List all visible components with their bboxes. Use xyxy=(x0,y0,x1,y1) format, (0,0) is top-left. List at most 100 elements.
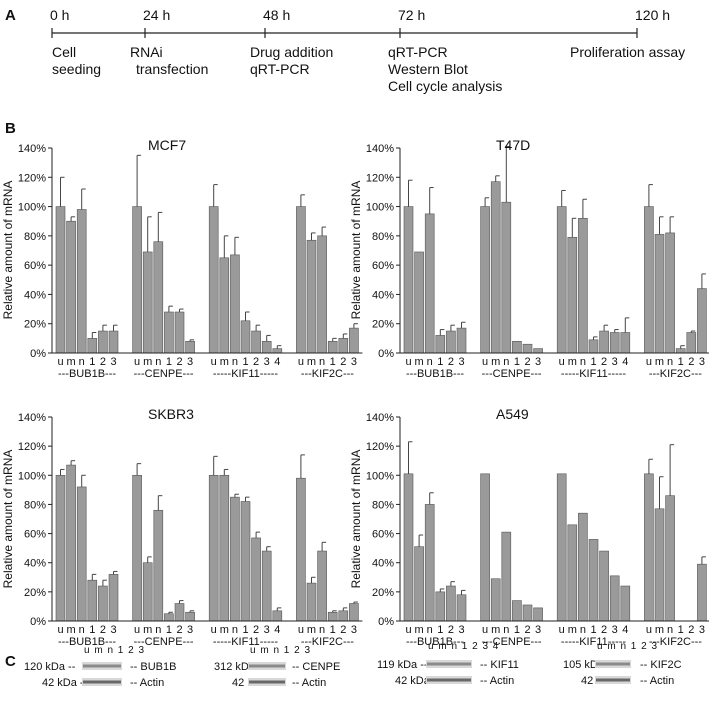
bar xyxy=(87,579,98,622)
bar-label: 2 xyxy=(601,624,607,636)
bar xyxy=(446,330,456,354)
chart-t47d: 0% 20% 40% 60% 80% 100% 120% 140% Relative amoun… xyxy=(349,137,709,380)
bar-label: u xyxy=(298,624,304,636)
bar-label: n xyxy=(155,624,161,636)
y-tick-label: 80% xyxy=(372,499,394,511)
bar xyxy=(55,474,66,622)
group-label: ---KIF2C--- xyxy=(649,636,702,648)
bar xyxy=(456,594,467,622)
bar-label: n xyxy=(667,624,673,636)
bar-label: m xyxy=(655,624,664,636)
bar xyxy=(132,474,142,622)
target-kda: 120 kDa -- xyxy=(24,661,76,673)
y-tick-label: 20% xyxy=(372,587,394,599)
bar xyxy=(66,464,76,622)
bar-label: 3 xyxy=(264,624,270,636)
bar xyxy=(697,563,707,622)
bar-label: 2 xyxy=(253,356,259,368)
blot-bub1b: u m n 1 2 3 120 kDa -- 42 kDa -- -- BUB1B --… xyxy=(24,645,176,689)
bar-label: u xyxy=(57,624,63,636)
group-label: ---BUB1B--- xyxy=(58,368,116,380)
bar xyxy=(108,574,119,622)
actin-kda: 42 kDa -- xyxy=(42,677,88,689)
bar xyxy=(620,585,631,622)
bar xyxy=(654,234,665,354)
bar xyxy=(665,232,675,354)
bar xyxy=(306,239,317,354)
bar xyxy=(261,340,272,354)
bar xyxy=(567,237,578,354)
bar xyxy=(446,585,456,622)
bar-label: n xyxy=(79,624,85,636)
bar xyxy=(490,181,501,354)
y-tick-label: 80% xyxy=(24,231,46,243)
bar-label: 3 xyxy=(699,624,705,636)
y-tick-label: 120% xyxy=(18,441,46,453)
bar-label: 1 xyxy=(89,356,95,368)
y-tick-label: 140% xyxy=(366,143,394,155)
bar xyxy=(414,546,424,622)
bar-label: 3 xyxy=(351,356,357,368)
timeline-event-label: Cell xyxy=(52,44,76,60)
bar-label: m xyxy=(491,356,500,368)
bar xyxy=(665,495,675,622)
y-tick-label: 0% xyxy=(378,348,394,360)
bar xyxy=(219,474,230,622)
timeline-event-label: seeding xyxy=(52,61,101,77)
bar xyxy=(185,340,195,354)
bar xyxy=(338,338,349,354)
bar xyxy=(230,496,240,622)
y-tick-label: 20% xyxy=(24,587,46,599)
y-tick-label: 120% xyxy=(366,441,394,453)
y-tick-label: 40% xyxy=(372,289,394,301)
target-name: -- CENPE xyxy=(292,661,340,673)
timeline-event-label: transfection xyxy=(136,61,208,77)
target-band-signal xyxy=(427,662,471,666)
bar-label: 3 xyxy=(612,356,618,368)
bar xyxy=(644,473,654,622)
timeline-event-label: Cell cycle analysis xyxy=(388,78,502,94)
bar xyxy=(142,251,153,354)
bar-label: 2 xyxy=(253,624,259,636)
bar xyxy=(185,611,195,622)
target-kda: 119 kDa -- xyxy=(377,659,428,671)
bar-label: 4 xyxy=(622,356,628,368)
y-tick-label: 100% xyxy=(366,470,394,482)
y-tick-label: 140% xyxy=(18,143,46,155)
bar xyxy=(142,562,153,622)
bar-label: u xyxy=(646,624,652,636)
bar xyxy=(230,254,240,354)
y-tick-label: 40% xyxy=(24,289,46,301)
bar xyxy=(272,348,283,354)
chart-skbr3: 0% 20% 40% 60% 80% 100% 120% 140% Relative amoun… xyxy=(1,406,363,648)
bar xyxy=(578,512,588,622)
bar-label: 2 xyxy=(176,624,182,636)
lane-labels: u m n 1 2 3 xyxy=(597,641,658,652)
actin-name: -- Actin xyxy=(130,677,164,689)
lane-labels: u m n 1 2 3 4 xyxy=(428,641,499,652)
bar xyxy=(620,332,631,354)
y-tick-label: 20% xyxy=(372,319,394,331)
group-label: ---BUB1B--- xyxy=(58,636,116,648)
bar-label: 1 xyxy=(678,356,684,368)
y-tick-label: 0% xyxy=(30,348,46,360)
bar xyxy=(490,578,501,622)
bar-label: m xyxy=(415,356,424,368)
group-label: -----KIF11----- xyxy=(213,368,278,380)
bar-label: n xyxy=(232,624,238,636)
bar-label: 1 xyxy=(330,624,336,636)
bar-label: n xyxy=(503,356,509,368)
y-tick-label: 20% xyxy=(24,319,46,331)
chart-title: T47D xyxy=(496,137,530,153)
bar-label: 4 xyxy=(274,624,280,636)
bar-label: 3 xyxy=(699,356,705,368)
bar xyxy=(456,327,467,354)
timeline-time: 0 h xyxy=(50,7,69,23)
bar xyxy=(567,524,578,622)
bar xyxy=(533,348,543,354)
lane-labels: u m n 1 2 3 xyxy=(84,645,145,656)
bar xyxy=(588,539,599,622)
bar xyxy=(153,241,164,354)
